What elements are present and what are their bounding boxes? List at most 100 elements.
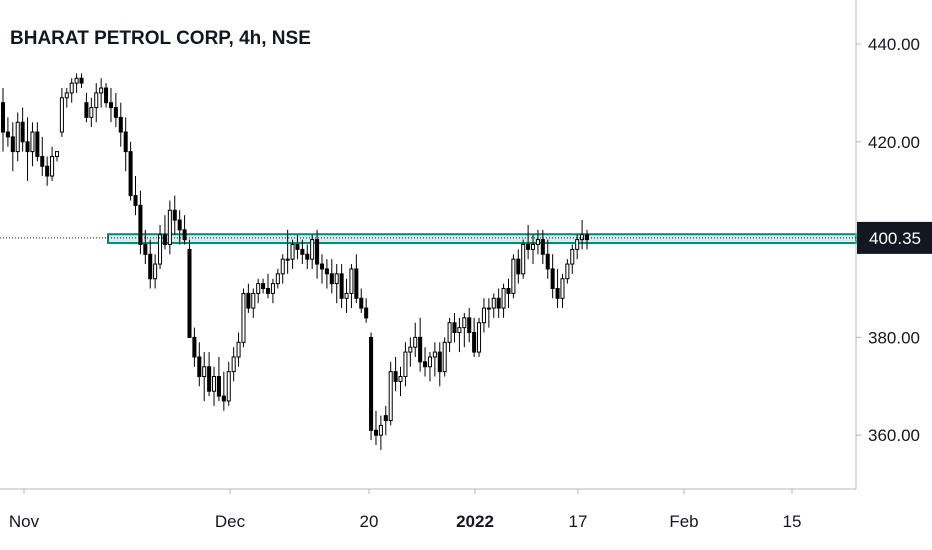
time-axis[interactable]: Nov Dec 20 2022 17 Feb 15 [9, 489, 802, 531]
candle-body [501, 288, 506, 309]
candle-body [265, 288, 271, 294]
candle-body [555, 288, 560, 299]
candle [182, 215, 187, 245]
candle-body [94, 92, 99, 109]
candle [496, 288, 501, 318]
candle-body [15, 121, 20, 153]
candle [393, 356, 398, 392]
candle-body [300, 248, 305, 255]
candle [197, 342, 202, 387]
candle [432, 342, 437, 377]
candle [521, 239, 526, 279]
candle-body [0, 102, 6, 133]
candle [398, 366, 403, 397]
candle-body [54, 151, 60, 157]
candle [40, 136, 45, 177]
candle [143, 229, 148, 265]
candle-body [472, 332, 477, 353]
candle-body [408, 346, 413, 353]
price-tick-label: 440.00 [868, 35, 920, 54]
candle-body [148, 253, 153, 280]
candle-body [212, 376, 217, 392]
candle-body [339, 273, 344, 299]
candle-body [305, 253, 310, 260]
candle [113, 92, 118, 128]
candle-body [182, 229, 187, 241]
candle [84, 92, 89, 123]
candle [315, 229, 320, 279]
time-tick-label: Nov [9, 512, 40, 531]
candle-body [535, 239, 540, 246]
candle [290, 239, 295, 269]
candle [118, 102, 123, 147]
candle [349, 264, 354, 309]
candle [123, 117, 128, 172]
candle-body [290, 244, 295, 260]
candle-body [45, 165, 50, 177]
candle [462, 312, 467, 348]
support-resistance-zone[interactable] [107, 233, 857, 245]
price-tick-label: 360.00 [868, 426, 920, 445]
candle-body [521, 244, 526, 275]
time-tick-label: Dec [215, 512, 246, 531]
candle-body [30, 131, 35, 153]
candle [535, 229, 540, 255]
candle-body [197, 356, 202, 378]
candle [128, 141, 133, 201]
candle [187, 239, 192, 338]
candle-body [560, 278, 565, 299]
time-tick-label: Feb [669, 512, 698, 531]
price-tick-label: 380.00 [868, 328, 920, 347]
candle [491, 293, 496, 318]
candles [0, 73, 590, 450]
candle [275, 268, 280, 289]
candle-body [334, 273, 339, 285]
candle [545, 239, 550, 279]
candle-body [545, 253, 550, 270]
candle [442, 337, 447, 377]
candle-body [153, 263, 158, 280]
chart-title: BHARAT PETROL CORP, 4h, NSE [10, 28, 311, 49]
zone-rectangle[interactable] [107, 233, 857, 245]
candle-body [550, 268, 555, 290]
candle-body [50, 155, 55, 177]
candle-body [526, 244, 531, 250]
candle [59, 88, 64, 137]
candle [373, 410, 378, 445]
candle-body [275, 273, 280, 285]
candle [79, 73, 84, 89]
candle-body [354, 268, 359, 299]
candle-body [442, 341, 447, 373]
candle [25, 117, 30, 181]
candle [378, 415, 383, 450]
candle-body [79, 77, 84, 84]
candle-body [467, 317, 472, 334]
last-price-label: 400.35 [869, 229, 921, 248]
candle [207, 352, 212, 397]
candle [30, 122, 35, 167]
candle [418, 317, 423, 372]
candle [226, 361, 231, 406]
candle-body [481, 307, 486, 324]
candle-body [580, 234, 585, 241]
candle [339, 264, 344, 309]
candle-body [25, 141, 30, 153]
candle [427, 352, 432, 382]
candle-body [143, 244, 148, 255]
candle-body [216, 376, 221, 397]
candle [369, 332, 374, 441]
candle [236, 332, 241, 367]
candle-body [477, 322, 482, 353]
candle [74, 73, 79, 93]
candle-body [20, 121, 25, 143]
candle [344, 278, 349, 313]
candle-body [187, 248, 192, 338]
candle-body [59, 97, 64, 133]
candle [153, 254, 158, 289]
candle [511, 254, 516, 299]
candle [477, 317, 482, 357]
candle-body [383, 415, 388, 422]
candle [423, 347, 428, 377]
candle [10, 122, 15, 172]
